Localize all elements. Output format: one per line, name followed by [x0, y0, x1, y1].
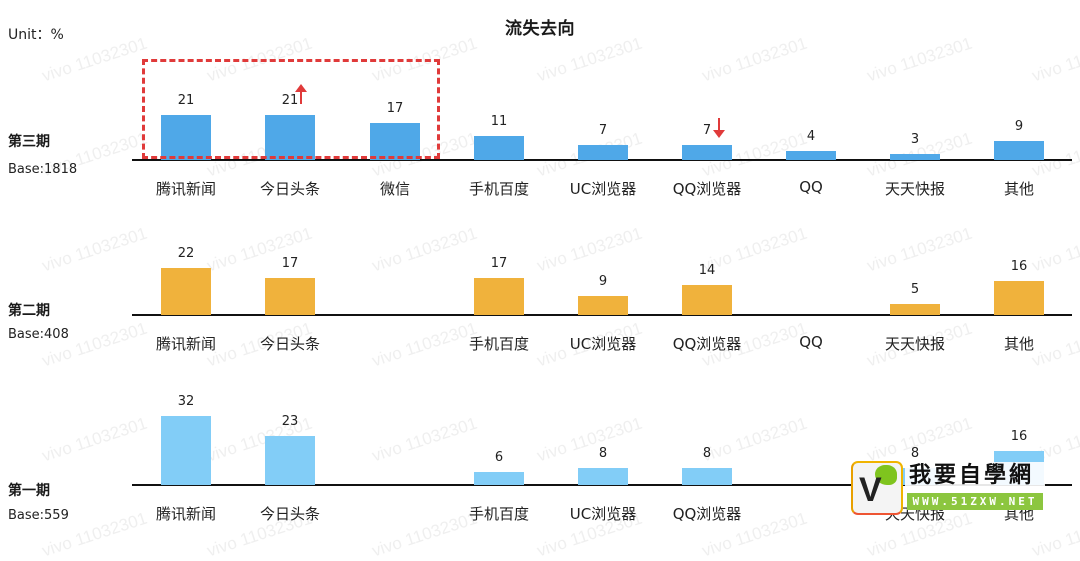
bar-value-label: 3 — [910, 132, 920, 147]
up-arrow-icon — [295, 84, 307, 106]
category-label: 今日头条 — [259, 335, 320, 353]
x-axis-line — [132, 159, 1072, 161]
bar-value-label: 16 — [1010, 259, 1028, 274]
category-label: 今日头条 — [259, 505, 320, 523]
bar — [265, 278, 315, 315]
watermark-text: vivo 11032301 — [864, 223, 975, 276]
watermark-text: vivo 11032301 — [39, 223, 150, 276]
bar — [578, 296, 628, 315]
bar-value-label: 17 — [490, 256, 508, 271]
watermark-text: vivo 11032301 — [699, 33, 810, 86]
bar-value-label: 21 — [281, 93, 299, 108]
bar-value-label: 9 — [598, 274, 608, 289]
bar — [578, 145, 628, 160]
category-label: 腾讯新闻 — [155, 505, 216, 523]
bar — [370, 123, 420, 160]
category-label: 天天快报 — [884, 180, 945, 198]
bar-value-label: 6 — [494, 450, 504, 465]
category-label: 其他 — [1003, 335, 1034, 353]
x-axis-line — [132, 314, 1072, 316]
bar-value-label: 7 — [702, 123, 712, 138]
bar-value-label: 17 — [386, 101, 404, 116]
bar — [161, 268, 211, 315]
highlight-dashed-box — [142, 59, 440, 159]
leaf-icon — [875, 465, 897, 485]
bar-value-label: 8 — [910, 446, 920, 461]
category-label: UC浏览器 — [569, 335, 637, 353]
bar — [682, 468, 732, 485]
category-label: QQ — [799, 333, 823, 351]
base-label: Base:1818 — [8, 162, 78, 177]
bar — [786, 151, 836, 160]
watermark-text: vivo 11032301 — [1029, 33, 1080, 86]
bar-value-label: 9 — [1014, 119, 1024, 134]
bar — [578, 468, 628, 485]
category-label: 腾讯新闻 — [155, 335, 216, 353]
bar — [161, 416, 211, 485]
bar-value-label: 17 — [281, 256, 299, 271]
bar — [265, 115, 315, 160]
bar — [474, 278, 524, 315]
category-label: 腾讯新闻 — [155, 180, 216, 198]
bar — [682, 285, 732, 315]
category-label: 手机百度 — [468, 335, 529, 353]
category-label: QQ浏览器 — [672, 505, 742, 523]
unit-label: Unit：% — [8, 27, 64, 43]
logo-icon: V — [851, 461, 903, 515]
down-arrow-icon — [713, 118, 725, 138]
x-axis-line — [132, 484, 1072, 486]
bar — [994, 141, 1044, 160]
chart-title: 流失去向 — [505, 19, 575, 39]
logo-text: 我要自學網 — [905, 462, 1045, 490]
category-label: 微信 — [379, 180, 410, 198]
bar-value-label: 21 — [177, 93, 195, 108]
bar-value-label: 14 — [698, 263, 716, 278]
period-label: 第一期 — [8, 483, 50, 499]
watermark-text: vivo 11032301 — [369, 413, 480, 466]
bar-value-label: 22 — [177, 246, 195, 261]
bar-value-label: 11 — [490, 114, 508, 129]
logo-url: WWW.51ZXW.NET — [907, 493, 1043, 510]
bar — [682, 145, 732, 160]
watermark-text: vivo 11032301 — [864, 33, 975, 86]
category-label: 天天快报 — [884, 335, 945, 353]
bar-value-label: 8 — [598, 446, 608, 461]
watermark-text: vivo 11032301 — [534, 33, 645, 86]
category-label: 手机百度 — [468, 180, 529, 198]
bar — [474, 136, 524, 160]
base-label: Base:408 — [8, 327, 69, 342]
bar-value-label: 4 — [806, 129, 816, 144]
watermark-text: vivo 11032301 — [39, 413, 150, 466]
category-label: UC浏览器 — [569, 180, 637, 198]
bar-value-label: 23 — [281, 414, 299, 429]
bar — [890, 154, 940, 160]
bar — [161, 115, 211, 160]
category-label: UC浏览器 — [569, 505, 637, 523]
bar — [994, 281, 1044, 315]
bar — [890, 304, 940, 315]
bar-value-label: 5 — [910, 282, 920, 297]
site-logo: V 我要自學網 WWW.51ZXW.NET — [851, 461, 1047, 517]
watermark-text: vivo 11032301 — [534, 223, 645, 276]
category-label: 其他 — [1003, 180, 1034, 198]
category-label: QQ浏览器 — [672, 335, 742, 353]
bar-value-label: 32 — [177, 394, 195, 409]
category-label: 手机百度 — [468, 505, 529, 523]
bar-value-label: 8 — [702, 446, 712, 461]
bar — [265, 436, 315, 485]
bar-value-label: 7 — [598, 123, 608, 138]
period-label: 第三期 — [8, 134, 50, 150]
bar-value-label: 16 — [1010, 429, 1028, 444]
category-label: 今日头条 — [259, 180, 320, 198]
category-label: QQ — [799, 178, 823, 196]
category-label: QQ浏览器 — [672, 180, 742, 198]
bar — [474, 472, 524, 485]
watermark-text: vivo 11032301 — [369, 223, 480, 276]
base-label: Base:559 — [8, 508, 69, 523]
period-label: 第二期 — [8, 303, 50, 319]
